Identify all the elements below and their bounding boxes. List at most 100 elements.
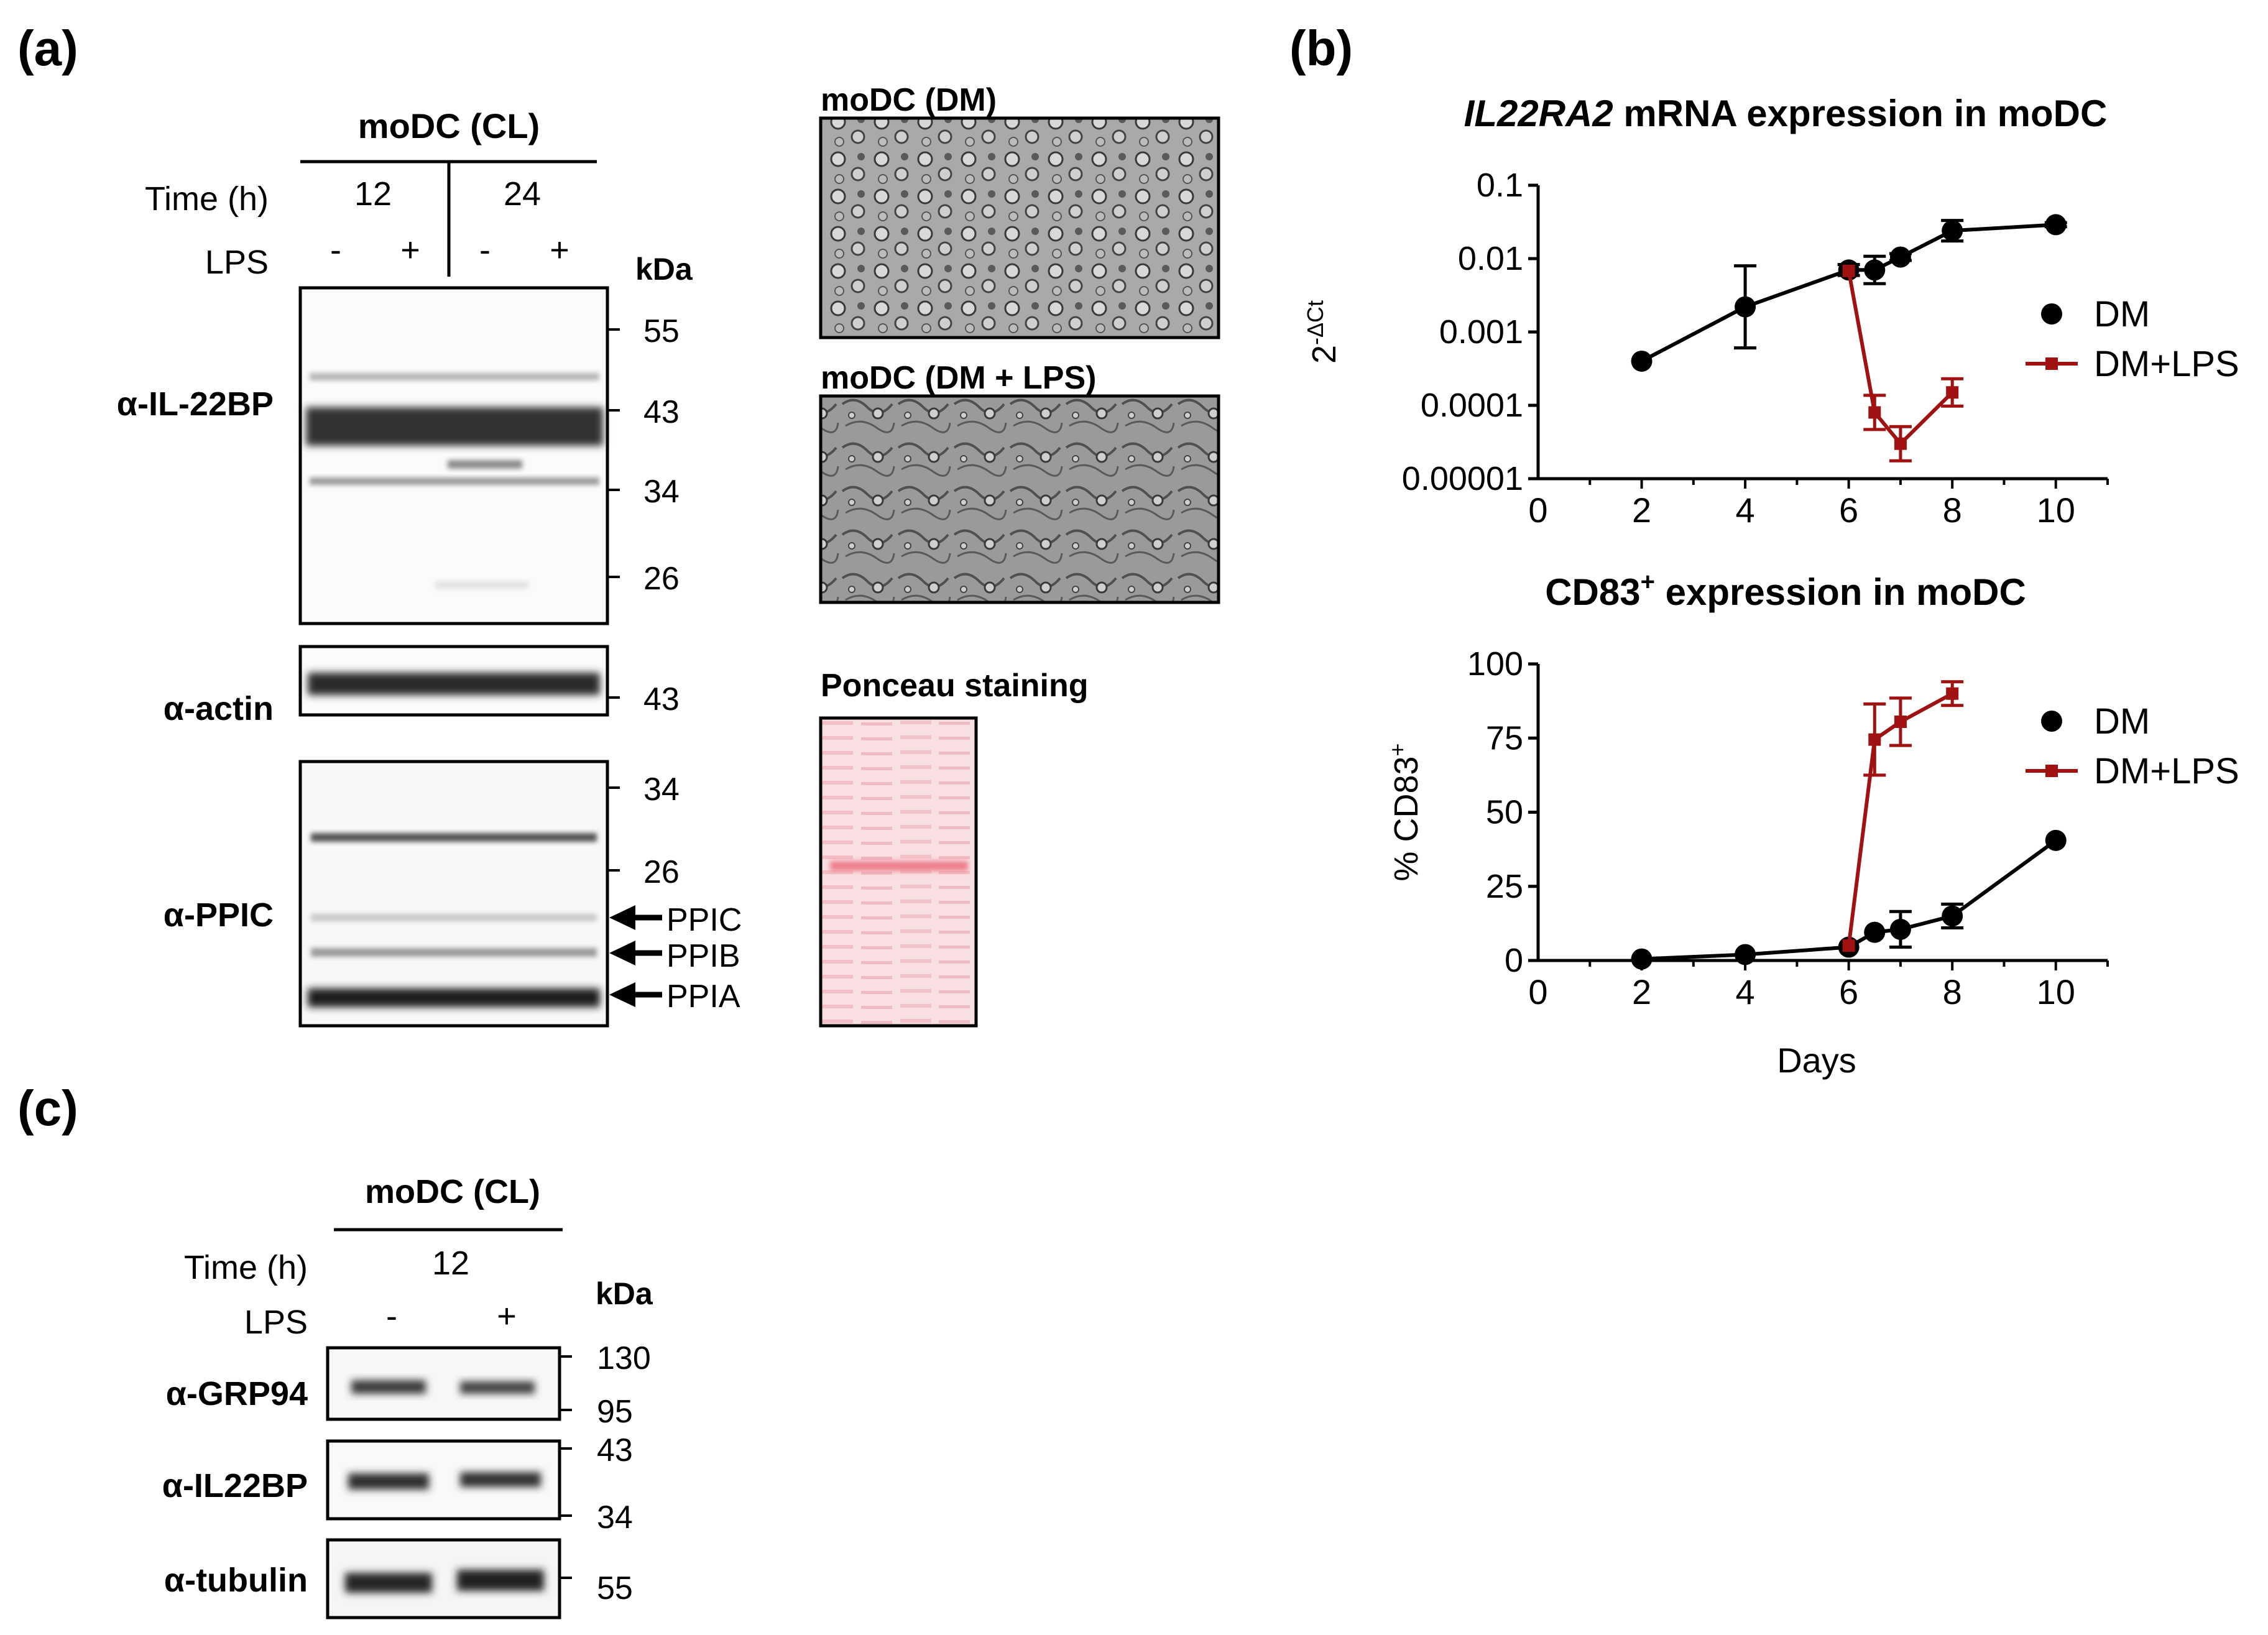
x-tick-label: 2 xyxy=(1632,972,1651,1011)
data-point xyxy=(1868,733,1881,746)
marker-95: 95 xyxy=(597,1394,633,1430)
series-dm xyxy=(1631,829,2067,970)
data-point xyxy=(1842,939,1855,952)
data-point xyxy=(1631,350,1653,372)
chart-title-rest: mRNA expression in moDC xyxy=(1613,93,2108,134)
x-tick-label: 0 xyxy=(1528,491,1547,530)
data-point xyxy=(1864,921,1886,943)
blot-grp94-label: α-GRP94 xyxy=(166,1375,308,1412)
time-label: Time (h) xyxy=(145,180,269,218)
marker-ppic-34: 34 xyxy=(643,771,680,808)
kda-label: kDa xyxy=(635,252,693,287)
blot-actin-label: α-actin xyxy=(164,690,274,727)
y-axis-label: % CD83+ xyxy=(1385,743,1425,881)
ponceau-title: Ponceau staining xyxy=(821,668,1089,704)
ponceau-membrane xyxy=(819,716,978,1028)
panel-c-time-12: 12 xyxy=(432,1245,469,1282)
micrograph-dm-lps-title: moDC (DM + LPS) xyxy=(821,360,1096,396)
data-point xyxy=(1946,386,1959,399)
blot-tubulin xyxy=(326,1538,572,1619)
data-point xyxy=(1942,905,1963,927)
marker-34: 34 xyxy=(643,474,680,510)
x-tick-label: 4 xyxy=(1736,491,1755,530)
marker-c-34: 34 xyxy=(597,1499,633,1536)
panel-a-label: (a) xyxy=(17,21,78,76)
blot-actin xyxy=(298,645,620,717)
data-point xyxy=(1894,437,1907,450)
x-tick-label: 2 xyxy=(1632,491,1651,530)
legend-label: DM xyxy=(2094,701,2150,742)
series-dm xyxy=(1631,214,2067,372)
series-line xyxy=(1846,270,1954,447)
blot-ppic xyxy=(298,760,620,1028)
x-tick-label: 8 xyxy=(1943,972,1962,1011)
x-tick-label: 0 xyxy=(1528,972,1547,1011)
marker-130: 130 xyxy=(597,1340,651,1376)
arrow-icon xyxy=(609,905,662,1007)
y-tick-label: 25 xyxy=(1486,868,1523,905)
blot-il22bp-c-label: α-IL22BP xyxy=(162,1467,308,1504)
marker-ppic-26: 26 xyxy=(643,854,680,890)
marker-55: 55 xyxy=(643,313,680,349)
y-tick-label: 0.0001 xyxy=(1421,387,1523,424)
chart-title: CD83+ expression in moDC xyxy=(1545,568,2026,613)
blot-il22bp xyxy=(298,286,609,625)
panel-c-lps-sign-2: + xyxy=(497,1297,517,1335)
data-point xyxy=(1631,948,1653,970)
chart-title-gene: IL22RA2 xyxy=(1464,93,1613,134)
arrow-label-ppic: PPIC xyxy=(666,902,742,938)
data-point xyxy=(1868,406,1881,419)
x-tick-label: 10 xyxy=(2037,972,2075,1011)
legend-marker xyxy=(2041,711,2062,732)
blot-il22bp-label: α-IL-22BP xyxy=(117,385,274,423)
micrograph-dm-title: moDC (DM) xyxy=(821,82,997,118)
y-axis-label: 2-ΔCt xyxy=(1302,300,1343,364)
arrow-label-ppia: PPIA xyxy=(666,979,740,1015)
y-axis-label-sup: + xyxy=(1385,743,1410,756)
y-tick-label: 0.1 xyxy=(1477,167,1523,204)
legend-label: DM+LPS xyxy=(2094,751,2239,791)
panel-b-label: (b) xyxy=(1289,21,1353,76)
data-point xyxy=(1894,716,1907,729)
chart-title-sup: + xyxy=(1641,568,1655,596)
lps-sign-3: - xyxy=(479,231,491,269)
data-point xyxy=(1735,944,1756,965)
data-point xyxy=(1946,687,1959,700)
marker-26: 26 xyxy=(643,561,680,597)
legend-marker xyxy=(2045,357,2058,370)
y-tick-label: 0.001 xyxy=(1439,313,1523,351)
data-point xyxy=(1864,259,1886,281)
panel-c-label: (c) xyxy=(17,1080,78,1136)
chart-title-rest: expression in moDC xyxy=(1655,571,2026,613)
data-point xyxy=(2045,214,2067,236)
legend-label: DM+LPS xyxy=(2094,344,2239,384)
time-24: 24 xyxy=(504,175,541,213)
marker-c-55: 55 xyxy=(597,1570,633,1606)
panel-c-lps-sign-1: - xyxy=(386,1297,397,1335)
arrow-label-ppib: PPIB xyxy=(666,938,740,974)
micrograph-dm-lps xyxy=(819,394,1220,604)
lps-sign-1: - xyxy=(330,231,341,269)
marker-actin-43: 43 xyxy=(643,681,680,717)
x-tick-label: 6 xyxy=(1839,972,1858,1011)
series-dm-lps xyxy=(1842,264,1964,463)
y-axis-label-sup: -ΔCt xyxy=(1302,300,1328,345)
panel-c-header: moDC (CL) xyxy=(365,1173,540,1210)
y-axis-label-base: 2 xyxy=(1306,345,1343,364)
y-tick-label: 50 xyxy=(1486,794,1523,831)
legend-marker xyxy=(2045,765,2058,777)
x-tick-label: 4 xyxy=(1736,972,1755,1011)
y-tick-label: 100 xyxy=(1467,645,1523,683)
chart-il22ra2-mrna: IL22RA2 mRNA expression in moDC 0.1 0.01 0.… xyxy=(1302,93,2239,530)
data-point xyxy=(1942,220,1963,242)
series-dm-lps xyxy=(1842,680,1964,952)
x-tick-label: 6 xyxy=(1839,491,1858,530)
time-12: 12 xyxy=(354,175,392,213)
y-tick-label: 0 xyxy=(1505,942,1523,979)
y-tick-label: 0.00001 xyxy=(1402,460,1523,497)
x-tick-label: 8 xyxy=(1943,491,1962,530)
chart-title-marker: CD83 xyxy=(1545,571,1640,613)
series-line xyxy=(1846,692,1953,946)
